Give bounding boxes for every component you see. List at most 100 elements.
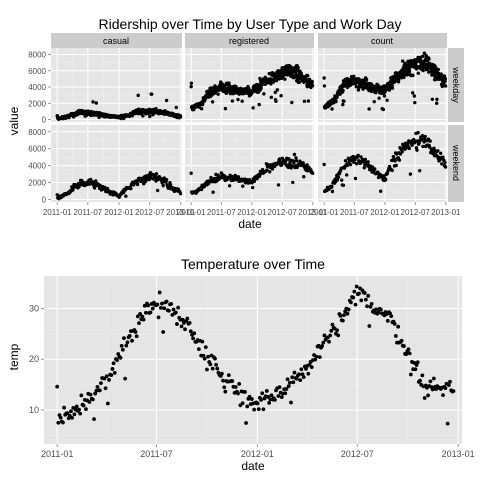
- data-point: [310, 79, 314, 84]
- data-point: [406, 347, 411, 352]
- data-point: [56, 420, 61, 425]
- data-point: [189, 171, 193, 175]
- data-point: [131, 183, 136, 187]
- data-point: [418, 378, 422, 383]
- data-point: [189, 81, 194, 85]
- data-point: [411, 91, 415, 95]
- data-point: [169, 302, 174, 306]
- data-point: [297, 372, 301, 377]
- data-point: [214, 362, 219, 367]
- data-point: [164, 98, 169, 103]
- data-point: [302, 99, 307, 104]
- data-point: [143, 179, 148, 184]
- x-axis-label-date-bottom: date: [241, 459, 265, 473]
- data-point: [298, 378, 303, 382]
- data-point: [283, 77, 287, 81]
- panel-background: [318, 125, 447, 202]
- data-point: [176, 305, 181, 310]
- data-point: [240, 99, 244, 103]
- data-point: [359, 85, 364, 89]
- data-point: [230, 99, 235, 103]
- x-tick-label: 2012-07: [268, 208, 298, 217]
- data-point: [290, 375, 295, 380]
- data-point: [436, 67, 441, 72]
- data-point: [97, 388, 102, 393]
- data-point: [230, 379, 235, 383]
- data-point: [335, 328, 339, 333]
- data-point: [179, 324, 184, 329]
- data-point: [115, 358, 119, 363]
- data-point: [330, 189, 335, 194]
- data-point: [112, 370, 117, 375]
- data-point: [71, 188, 75, 192]
- data-point: [291, 180, 295, 185]
- data-point: [222, 83, 227, 88]
- data-point: [267, 400, 272, 405]
- data-point: [272, 398, 277, 402]
- data-point: [93, 391, 98, 396]
- data-point: [328, 333, 333, 338]
- data-point: [393, 159, 397, 163]
- data-point: [241, 184, 245, 188]
- data-point: [136, 93, 140, 98]
- data-point: [69, 409, 73, 414]
- data-point: [203, 345, 208, 350]
- data-point: [292, 161, 296, 165]
- data-point: [431, 376, 436, 381]
- data-point: [369, 89, 374, 94]
- data-point: [167, 308, 171, 313]
- data-point: [104, 374, 109, 379]
- data-point: [346, 307, 351, 312]
- data-point: [356, 153, 360, 158]
- data-point: [407, 351, 412, 356]
- data-point: [134, 334, 139, 339]
- data-point: [162, 306, 167, 311]
- data-point: [279, 395, 284, 399]
- data-point: [70, 415, 75, 420]
- data-point: [338, 314, 343, 318]
- y-tick-label: 20: [29, 354, 39, 364]
- data-point: [302, 174, 306, 179]
- data-point: [413, 367, 418, 372]
- x-tick-label: 2013-01: [298, 208, 328, 217]
- data-point: [301, 375, 306, 379]
- strip-label-registered: registered: [229, 36, 269, 46]
- data-point: [269, 393, 274, 398]
- data-point: [88, 392, 93, 397]
- strip-label-count: count: [371, 36, 394, 46]
- panel-background: [185, 48, 314, 122]
- data-point: [111, 361, 116, 366]
- data-point: [58, 415, 63, 420]
- data-point: [366, 160, 370, 164]
- data-point: [123, 376, 128, 381]
- data-point: [435, 97, 439, 101]
- data-point: [236, 97, 240, 102]
- data-point: [164, 299, 169, 304]
- data-point: [383, 177, 388, 182]
- data-point: [305, 84, 309, 89]
- data-point: [394, 163, 398, 168]
- x-tick-label: 2011-01: [43, 208, 72, 217]
- data-point: [451, 389, 456, 394]
- data-point: [376, 170, 380, 175]
- data-point: [372, 99, 376, 104]
- data-point: [416, 71, 420, 75]
- data-point: [407, 69, 412, 73]
- data-point: [422, 51, 427, 55]
- data-point: [385, 98, 389, 102]
- x-tick-label: 2012-01: [241, 449, 274, 459]
- data-point: [250, 185, 255, 190]
- data-point: [251, 106, 255, 110]
- data-point: [438, 151, 443, 155]
- data-point: [278, 160, 282, 164]
- data-point: [354, 162, 359, 166]
- data-point: [118, 355, 123, 360]
- x-tick-label: 2011-07: [207, 208, 236, 217]
- x-tick-label: 2012-07: [135, 208, 165, 217]
- data-point: [137, 321, 141, 326]
- data-point: [352, 289, 357, 294]
- data-point: [421, 144, 425, 149]
- data-point: [78, 411, 83, 416]
- data-point: [313, 357, 318, 362]
- data-point: [223, 389, 228, 394]
